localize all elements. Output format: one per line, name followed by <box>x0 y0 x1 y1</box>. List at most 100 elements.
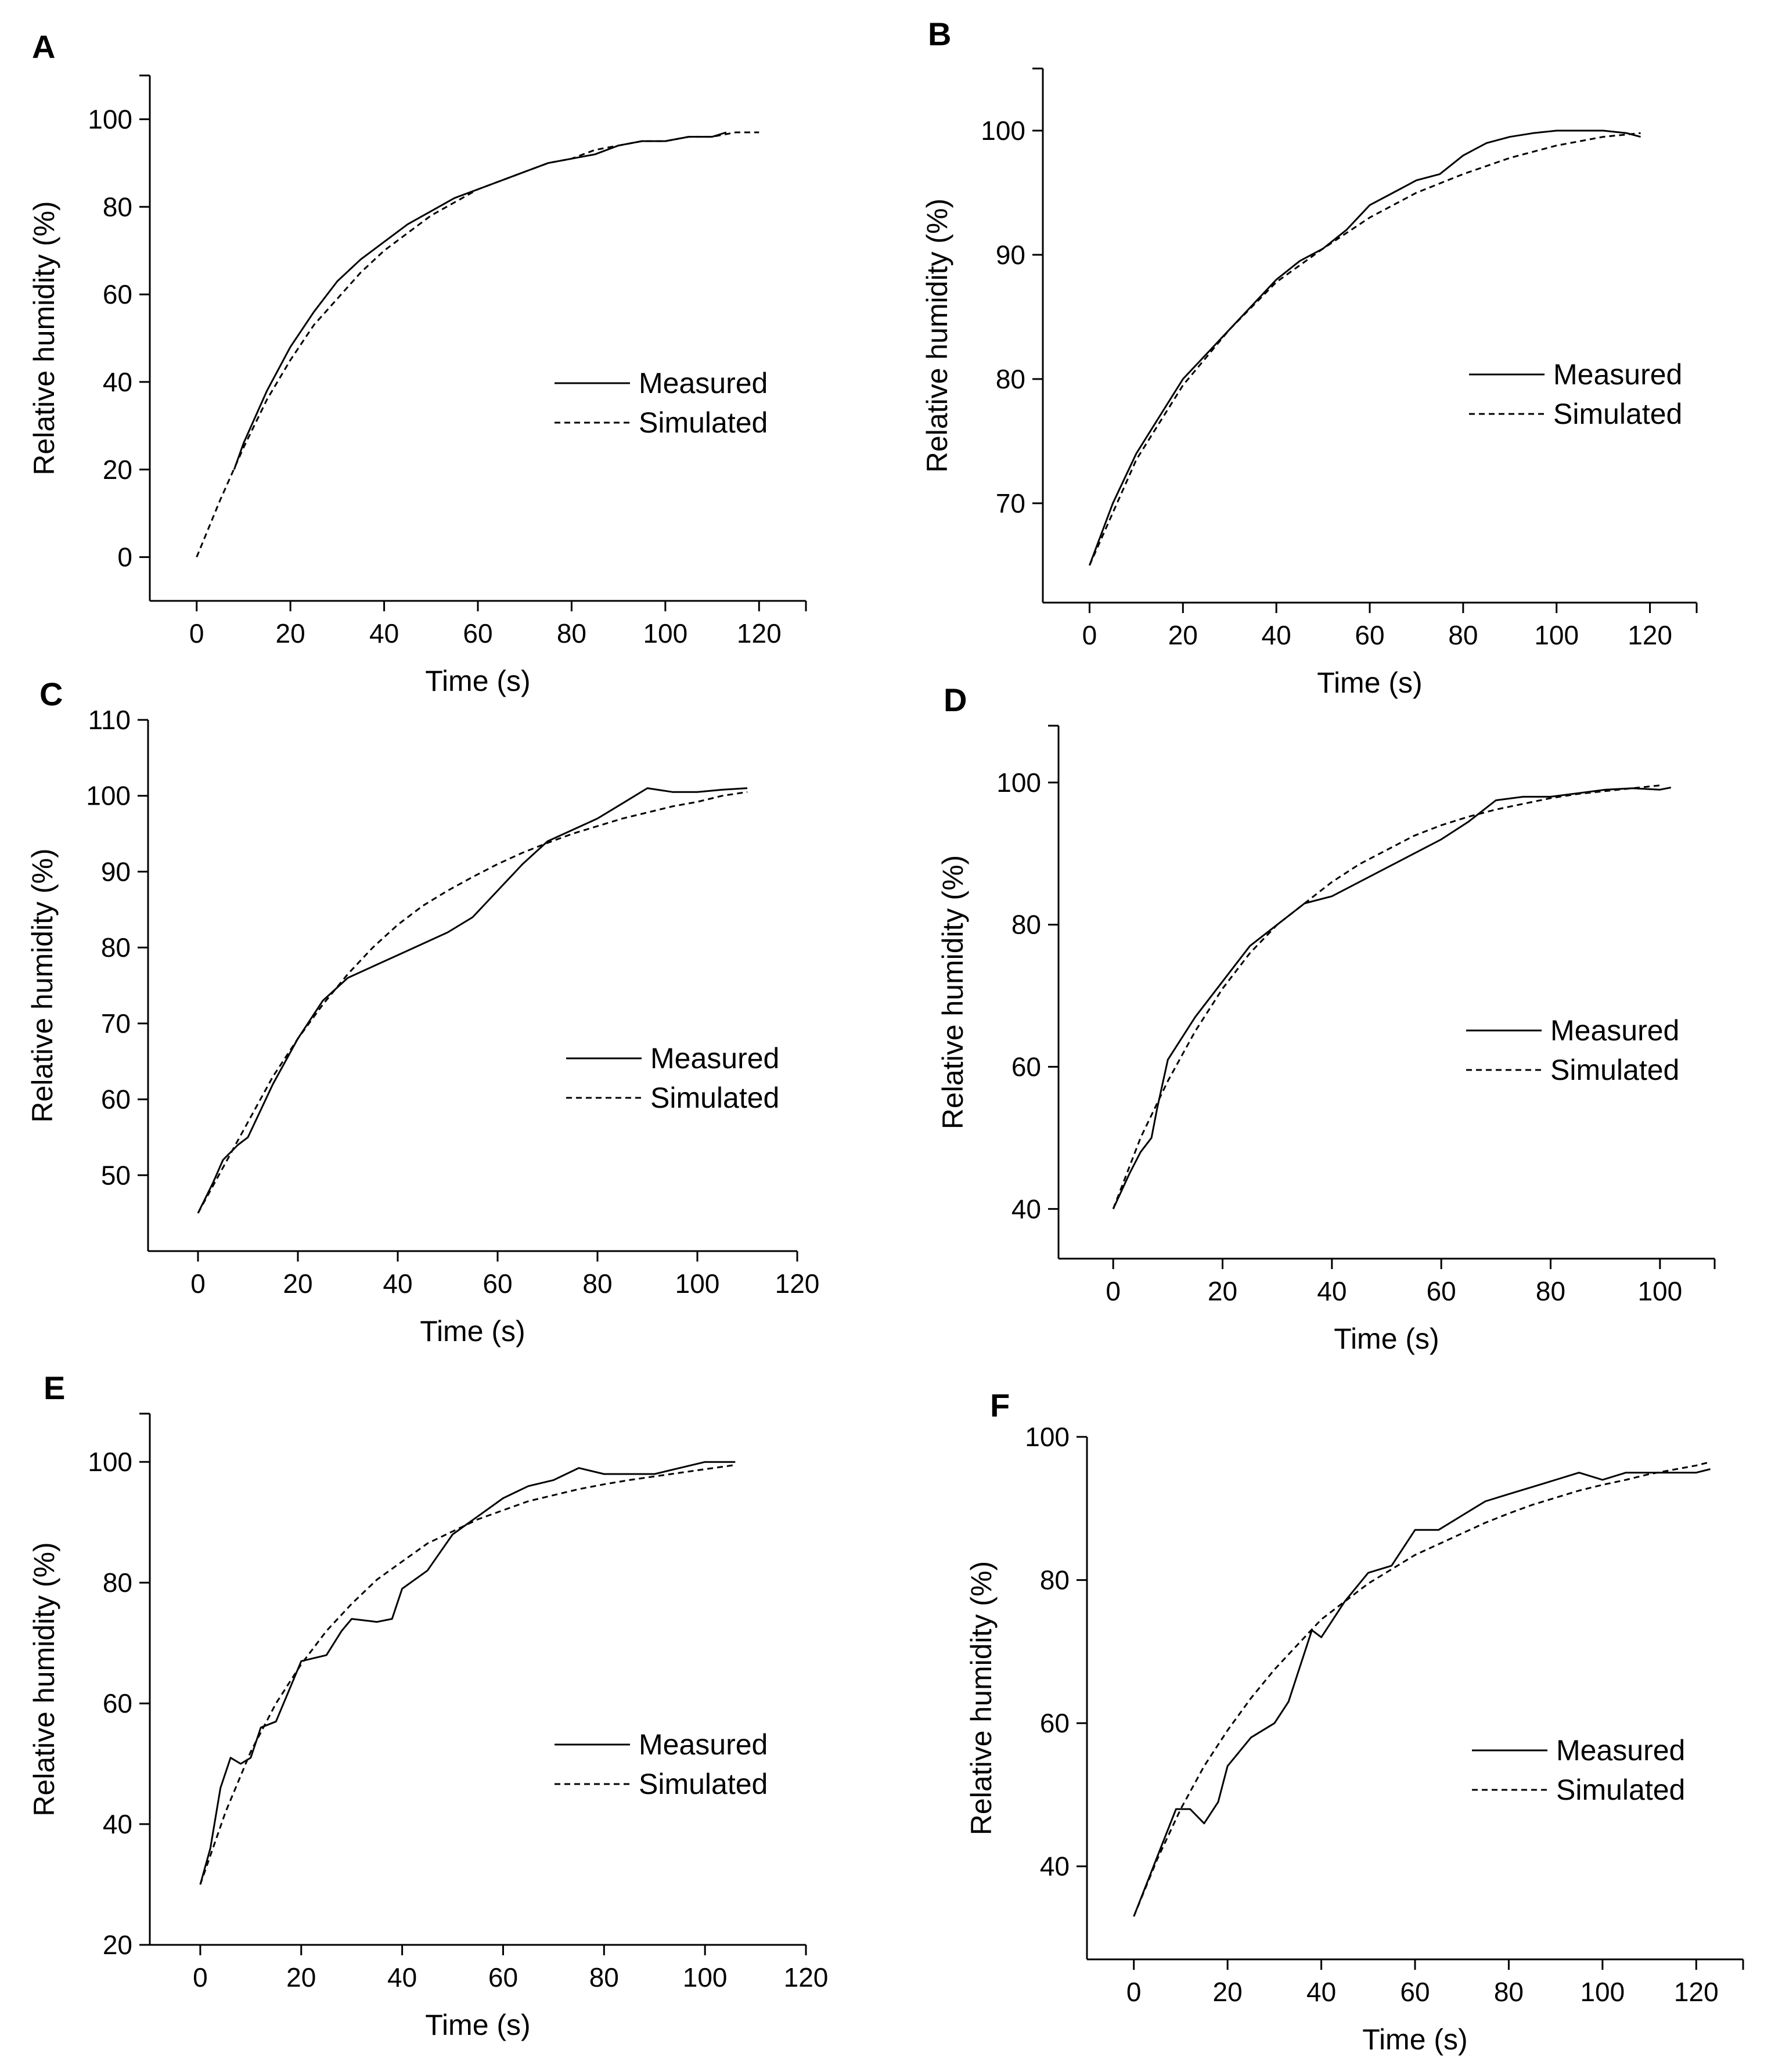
y-tick-label: 0 <box>117 542 132 572</box>
y-tick-label: 80 <box>1040 1565 1070 1595</box>
x-tick-label: 20 <box>286 1962 316 1992</box>
x-tick-label: 0 <box>1126 1977 1142 2007</box>
x-tick-label: 120 <box>1628 620 1672 650</box>
x-tick-label: 40 <box>369 618 399 648</box>
x-tick-label: 0 <box>1082 620 1097 650</box>
x-tick-label: 100 <box>683 1962 728 1992</box>
y-tick-label: 80 <box>103 192 132 222</box>
y-axis-title: Relative humidity (%) <box>26 848 59 1122</box>
series-simulated-line <box>1089 132 1641 566</box>
y-tick-label: 100 <box>981 116 1025 146</box>
x-tick-label: 0 <box>190 1269 206 1299</box>
legend-label-simulated: Simulated <box>639 406 768 439</box>
panel-c: C 0 20 40 60 80 100 120 50 60 70 80 90 100 110 Time (s)… <box>26 676 819 1347</box>
y-tick-label: 70 <box>101 1008 131 1039</box>
x-tick-label: 20 <box>1168 620 1198 650</box>
y-tick-label: 80 <box>103 1567 132 1598</box>
y-tick-label: 40 <box>103 367 132 397</box>
panel-letter: D <box>944 682 967 718</box>
x-axis-title: Time (s) <box>425 2009 530 2041</box>
x-tick-label: 80 <box>557 618 586 648</box>
legend-label-simulated: Simulated <box>639 1768 768 1800</box>
x-tick-label: 40 <box>383 1269 412 1299</box>
x-tick-label: 40 <box>1317 1276 1347 1306</box>
series-measured-line <box>199 1461 736 1885</box>
x-tick-label: 60 <box>1355 620 1384 650</box>
x-axis-title: Time (s) <box>425 665 530 697</box>
y-tick-label: 100 <box>88 1447 132 1477</box>
x-axis-title: Time (s) <box>420 1315 525 1347</box>
x-tick-label: 120 <box>737 618 782 648</box>
x-tick-label: 80 <box>589 1962 619 1992</box>
y-tick-label: 40 <box>1011 1194 1041 1224</box>
y-tick-label: 60 <box>103 1688 132 1718</box>
panel-a: A 0 20 40 60 80 100 120 0 20 40 60 80 100 Time (s) Rela… <box>28 28 807 697</box>
x-tick-label: 40 <box>1262 620 1291 650</box>
y-tick-label: 90 <box>996 240 1025 270</box>
legend-label-simulated: Simulated <box>650 1082 779 1114</box>
x-axis-title: Time (s) <box>1362 2023 1467 2056</box>
series-simulated-line <box>1112 784 1660 1209</box>
x-tick-label: 60 <box>488 1962 518 1992</box>
y-tick-label: 100 <box>88 104 132 134</box>
panel-d: D 0 20 40 60 80 100 40 60 80 100 Time (s) Relative h… <box>937 682 1716 1355</box>
x-tick-label: 100 <box>1580 1977 1625 2007</box>
legend-label-measured: Measured <box>639 367 768 399</box>
x-tick-label: 120 <box>1674 1977 1719 2007</box>
x-tick-label: 20 <box>283 1269 312 1299</box>
series-measured-line <box>197 787 748 1214</box>
legend-label-simulated: Simulated <box>1550 1054 1679 1086</box>
y-tick-label: 20 <box>103 455 132 485</box>
y-tick-label: 70 <box>996 488 1025 518</box>
x-tick-label: 100 <box>1534 620 1579 650</box>
x-tick-label: 80 <box>582 1269 612 1299</box>
y-tick-label: 60 <box>1040 1708 1070 1738</box>
x-tick-label: 20 <box>276 618 305 648</box>
y-axis-title: Relative humidity (%) <box>28 1542 60 1816</box>
x-tick-label: 80 <box>1448 620 1478 650</box>
panel-letter: C <box>39 676 63 712</box>
panel-e: E 0 20 40 60 80 100 120 20 40 60 80 100 Time (s) Relat… <box>28 1370 828 2041</box>
x-tick-label: 80 <box>1536 1276 1565 1306</box>
series-simulated-line <box>197 791 748 1214</box>
y-tick-label: 60 <box>103 279 132 309</box>
y-tick-label: 20 <box>103 1930 132 1960</box>
series-measured-line <box>1112 787 1671 1209</box>
y-tick-label: 90 <box>101 856 131 887</box>
legend-label-measured: Measured <box>650 1042 779 1075</box>
series-measured-line <box>1088 129 1641 566</box>
x-tick-label: 20 <box>1208 1276 1237 1306</box>
panel-f: F 0 20 40 60 80 100 120 40 60 80 100 Time (s) Relativ… <box>965 1387 1744 2056</box>
y-tick-label: 60 <box>1011 1052 1041 1082</box>
panel-letter: B <box>928 16 951 52</box>
x-tick-label: 40 <box>387 1962 417 1992</box>
x-tick-label: 0 <box>189 618 204 648</box>
x-tick-label: 100 <box>675 1269 720 1299</box>
x-tick-label: 120 <box>784 1962 829 1992</box>
x-tick-label: 60 <box>463 618 492 648</box>
y-axis-title: Relative humidity (%) <box>965 1561 998 1835</box>
x-tick-label: 40 <box>1306 1977 1336 2007</box>
x-tick-label: 60 <box>1427 1276 1456 1306</box>
y-tick-label: 100 <box>1025 1422 1070 1452</box>
legend-label-measured: Measured <box>639 1728 768 1761</box>
x-tick-label: 100 <box>643 618 687 648</box>
legend-label-simulated: Simulated <box>1553 398 1682 430</box>
y-tick-label: 40 <box>103 1809 132 1839</box>
y-axis-title: Relative humidity (%) <box>937 855 969 1129</box>
y-tick-label: 80 <box>996 364 1025 394</box>
series-simulated-line <box>199 1464 736 1885</box>
y-tick-label: 80 <box>101 932 131 963</box>
panel-letter: E <box>44 1370 65 1406</box>
x-tick-label: 120 <box>775 1269 820 1299</box>
y-tick-label: 50 <box>101 1160 131 1190</box>
x-tick-label: 60 <box>483 1269 512 1299</box>
y-tick-label: 40 <box>1040 1851 1070 1882</box>
series-simulated-line <box>196 131 759 558</box>
x-tick-label: 0 <box>1106 1276 1121 1306</box>
x-tick-label: 100 <box>1637 1276 1682 1306</box>
y-tick-label: 100 <box>86 781 131 811</box>
legend-label-measured: Measured <box>1553 358 1682 391</box>
x-tick-label: 20 <box>1213 1977 1243 2007</box>
